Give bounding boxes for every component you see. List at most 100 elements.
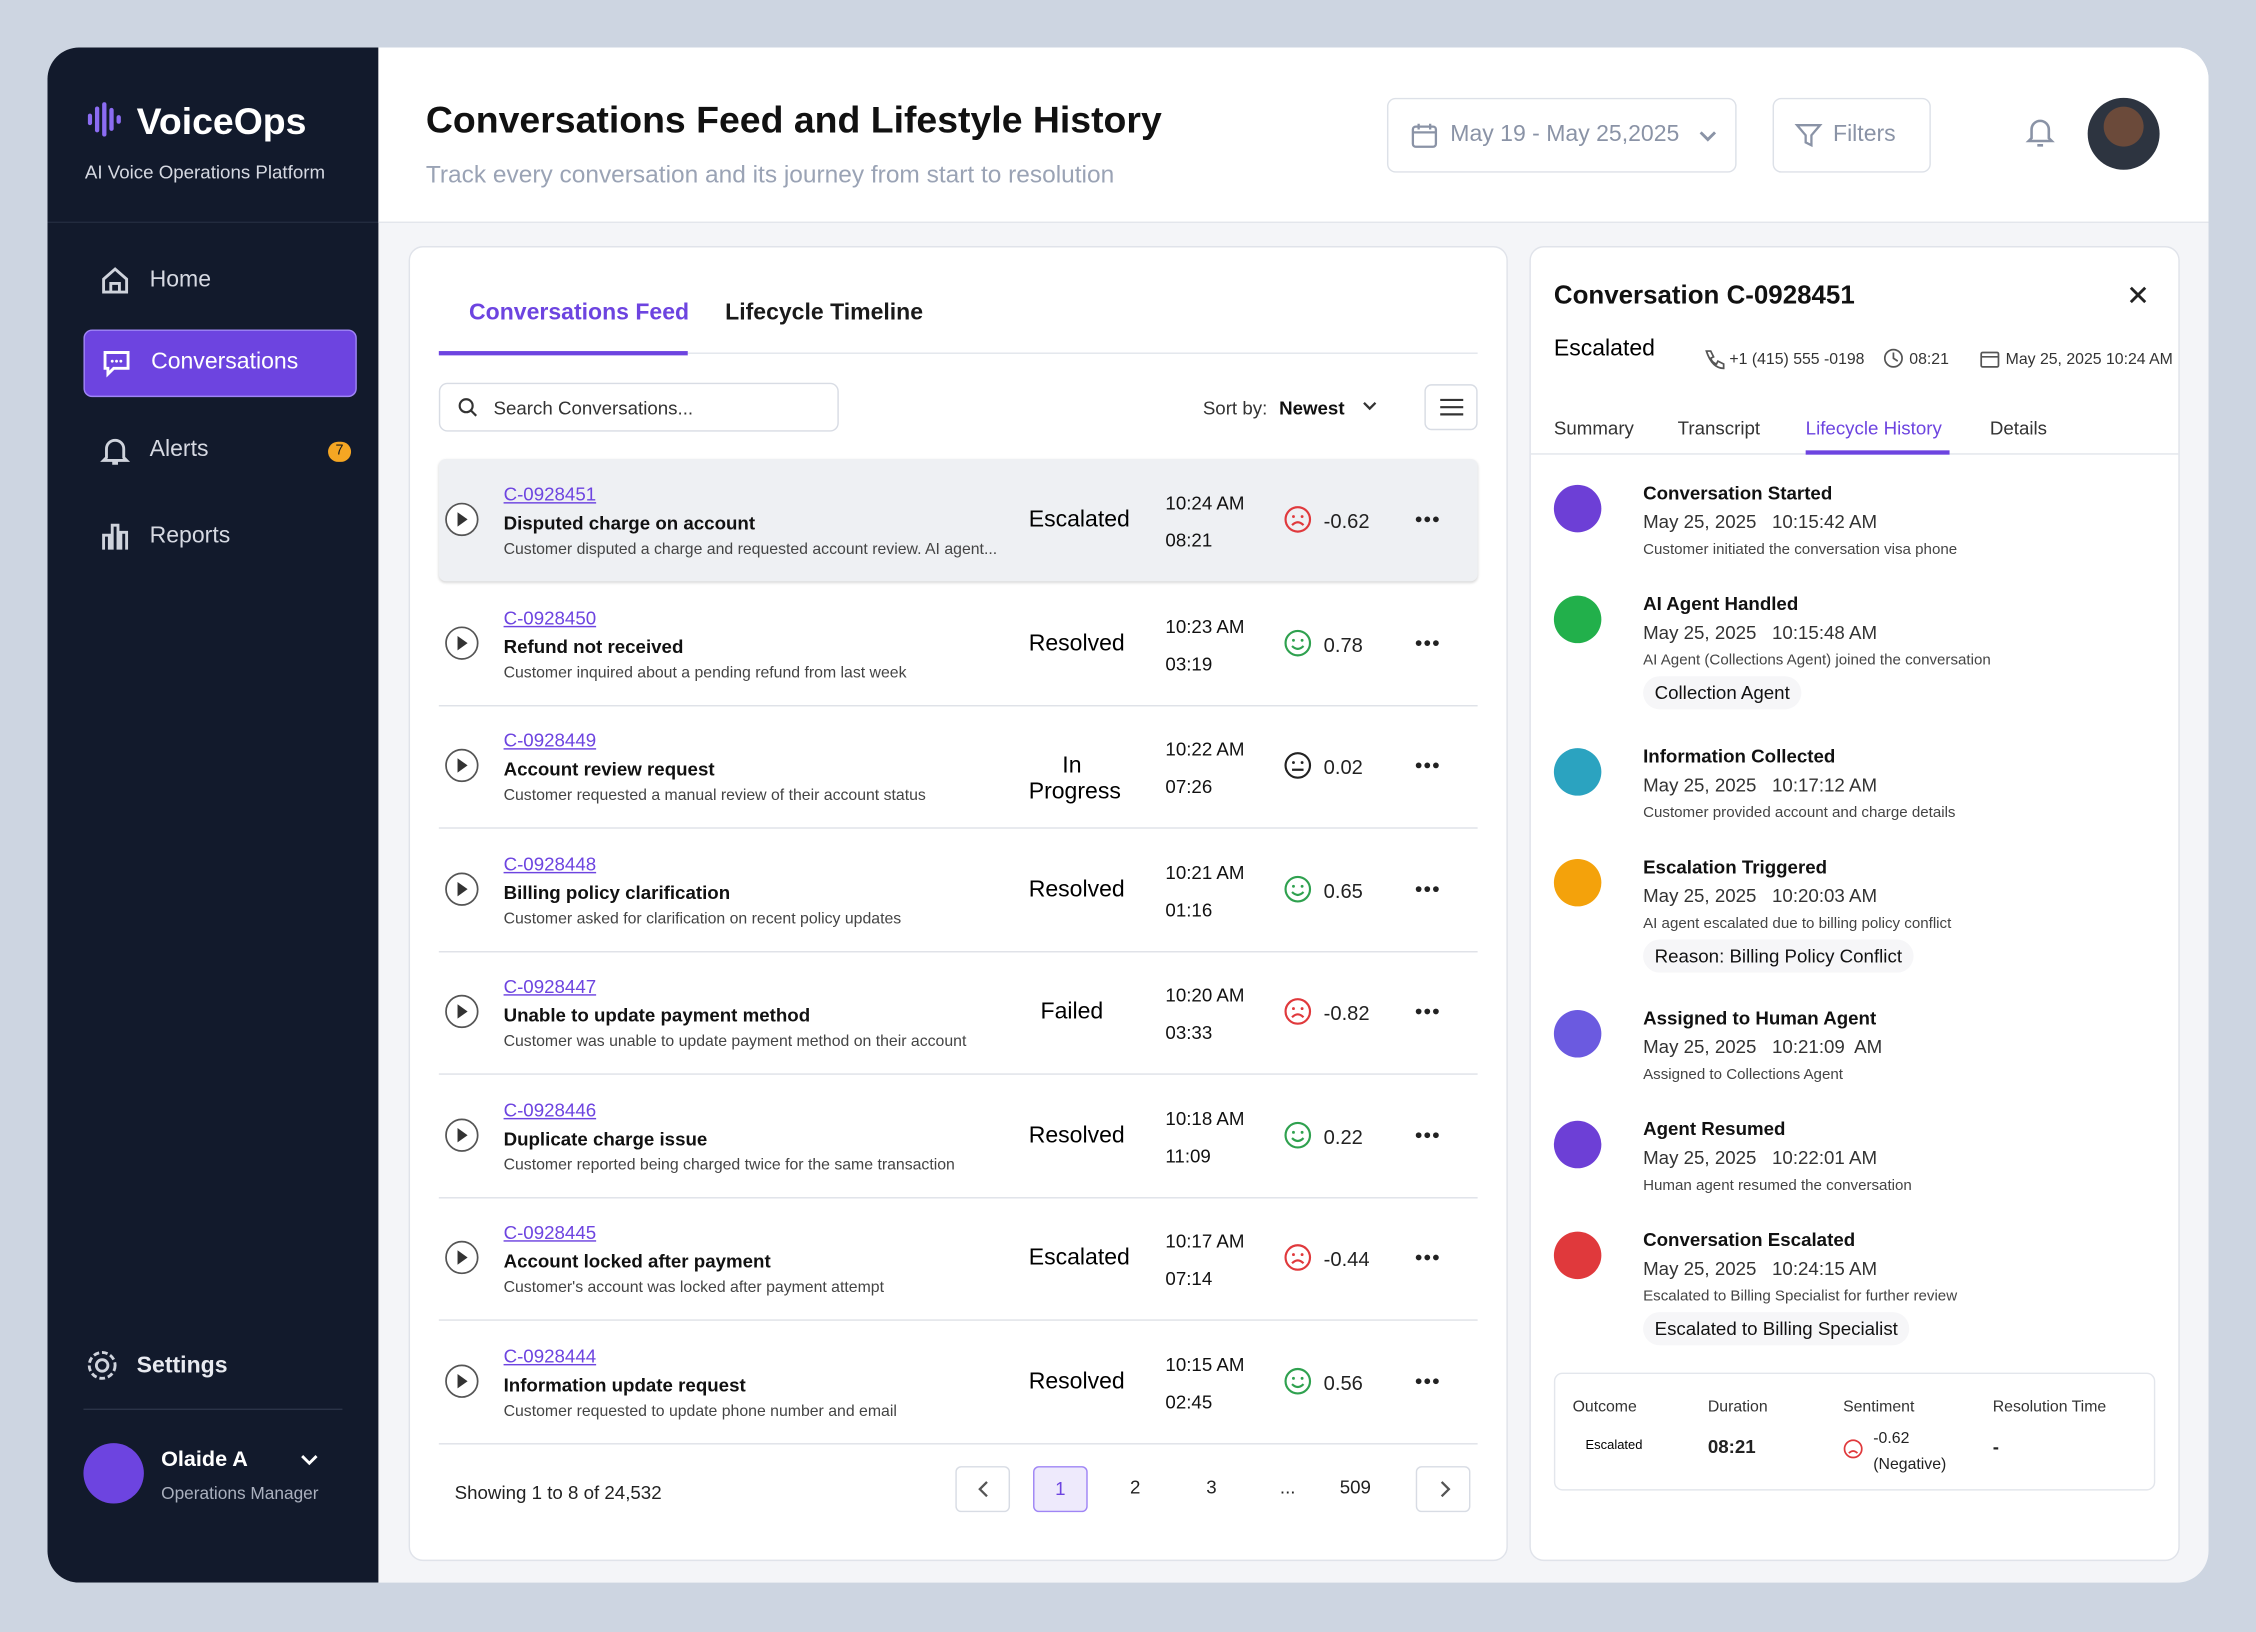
conversation-id[interactable]: C-0928447: [503, 975, 597, 998]
nav-item[interactable]: Alerts 7: [83, 419, 353, 484]
conversation-row[interactable]: C-0928448 Billing policy clarification Cus…: [438, 828, 1478, 952]
detail-tab[interactable]: Summary: [1553, 417, 1634, 439]
duration: 01:16: [1165, 898, 1213, 921]
conversation-desc: Customer asked for clarification on rece…: [503, 910, 902, 928]
conversation-title: Billing policy clarification: [503, 881, 731, 903]
detail-tab[interactable]: Transcript: [1677, 417, 1761, 439]
conversation-row[interactable]: C-0928450 Refund not received Customer inq…: [438, 582, 1478, 706]
sort-value[interactable]: Newest: [1279, 397, 1345, 419]
sentiment-face: [1284, 1121, 1312, 1148]
event-time: May 25, 2025 10:24:15 AM: [1643, 1257, 1878, 1280]
event-icon: [1553, 748, 1602, 796]
summary-note: (Negative): [1873, 1456, 1947, 1474]
page-number[interactable]: ...: [1279, 1476, 1296, 1498]
row-menu[interactable]: [1414, 754, 1440, 777]
row-menu[interactable]: [1414, 1000, 1440, 1023]
play-button[interactable]: [445, 1363, 480, 1398]
nav-item[interactable]: Home: [83, 249, 353, 314]
conversation-row[interactable]: C-0928446 Duplicate charge issue Customer …: [438, 1074, 1478, 1198]
summary-value pill Escalated: Escalated: [1585, 1437, 1643, 1452]
sentiment-face: [1843, 1439, 1863, 1459]
summary-label: Resolution Time: [1992, 1398, 2107, 1416]
date-range[interactable]: May 19 - May 25,2025: [1386, 97, 1737, 173]
summary-value: -0.62: [1873, 1430, 1910, 1448]
row-menu[interactable]: [1414, 508, 1440, 531]
summary-box: Outcome Escalated Duration 08:21 Sentiment -0…: [1553, 1372, 2156, 1491]
nav-icon: [100, 438, 131, 465]
conversation-desc: Customer requested a manual review of th…: [503, 787, 926, 805]
view-toggle[interactable]: [1424, 384, 1478, 431]
duration: 03:19: [1165, 652, 1213, 675]
start-time: 10:20 AM: [1165, 984, 1245, 1006]
conversation-id[interactable]: C-0928451: [503, 483, 597, 506]
close-button[interactable]: [2127, 283, 2150, 306]
conversation-row[interactable]: C-0928449 Account review request Customer …: [438, 705, 1478, 829]
detail-card: Conversation C-0928451 Escalated +1 (415) …: [1529, 246, 2180, 1562]
play-button[interactable]: [445, 1117, 480, 1152]
conversation-desc: Customer reported being charged twice fo…: [503, 1156, 955, 1174]
page-next[interactable]: [1415, 1466, 1471, 1513]
start-time: 10:22 AM: [1165, 738, 1245, 760]
divider: [47, 221, 379, 224]
summary-label: Outcome: [1572, 1398, 1637, 1416]
sentiment-score: -0.82: [1323, 1001, 1370, 1025]
nav-label: Reports: [149, 523, 231, 549]
feed-tab[interactable]: Lifecycle Timeline: [725, 300, 924, 326]
duration: 02:45: [1165, 1390, 1213, 1413]
event-desc: Human agent resumed the conversation: [1643, 1176, 1912, 1195]
conversation-title: Account locked after payment: [503, 1250, 771, 1272]
play-button[interactable]: [445, 994, 480, 1029]
datetime: May 25, 2025 10:24 AM: [2005, 351, 2173, 369]
play-button[interactable]: [445, 871, 480, 906]
conversation-row[interactable]: C-0928445 Account locked after payment Cus…: [438, 1197, 1478, 1321]
feed-card: Conversations Feed Lifecycle Timeline Sear…: [408, 246, 1508, 1562]
play-button[interactable]: [445, 748, 480, 783]
event-time: May 25, 2025 10:21:09 AM: [1643, 1035, 1883, 1058]
conversation-id[interactable]: C-0928444: [503, 1344, 597, 1367]
page-number[interactable]: 1: [1033, 1466, 1088, 1513]
brand-tagline: AI Voice Operations Platform: [84, 161, 326, 183]
page-subtitle: Track every conversation and its journey…: [425, 161, 1115, 189]
app-frame: VoiceOps AI Voice Operations Platform Home…: [47, 47, 2209, 1583]
conversation-id[interactable]: C-0928448: [503, 852, 597, 875]
page-number[interactable]: 509: [1339, 1476, 1371, 1498]
status-pill pill InProgress: In Progress: [1028, 753, 1121, 805]
calendar-icon: [1411, 123, 1438, 148]
page-number[interactable]: 3: [1206, 1476, 1217, 1498]
profile-avatar[interactable]: [2087, 97, 2160, 170]
search-box[interactable]: Search Conversations...: [438, 382, 839, 432]
conversation-row[interactable]: C-0928444 Information update request Custo…: [438, 1320, 1478, 1444]
row-menu[interactable]: [1414, 631, 1440, 654]
play-button[interactable]: [445, 502, 480, 537]
row-menu[interactable]: [1414, 1369, 1440, 1392]
bell-icon[interactable]: [2024, 115, 2059, 150]
event-tag: Reason: Billing Policy Conflict: [1643, 939, 1914, 973]
row-menu[interactable]: [1414, 1123, 1440, 1146]
sidebar: VoiceOps AI Voice Operations Platform Home…: [47, 47, 379, 1583]
nav-item[interactable]: Conversations: [83, 329, 357, 398]
filters-button[interactable]: Filters: [1772, 97, 1931, 173]
conversation-id[interactable]: C-0928450: [503, 606, 597, 629]
sentiment-score: 0.65: [1323, 878, 1363, 902]
play-button[interactable]: [445, 625, 480, 660]
page-prev[interactable]: [955, 1466, 1011, 1513]
conversation-row[interactable]: C-0928447 Unable to update payment method…: [438, 951, 1478, 1075]
event-desc: Escalated to Billing Specialist for furt…: [1643, 1287, 1958, 1305]
play-button[interactable]: [445, 1240, 480, 1275]
conversation-id[interactable]: C-0928445: [503, 1221, 597, 1244]
conversation-id[interactable]: C-0928446: [503, 1098, 597, 1121]
settings-label[interactable]: Settings: [136, 1353, 228, 1379]
user-menu-chevron[interactable]: [298, 1449, 321, 1472]
conversation-id[interactable]: C-0928449: [503, 729, 597, 752]
user-name: Olaide A: [161, 1447, 248, 1472]
feed-tab[interactable]: Conversations Feed: [469, 300, 690, 326]
nav-item[interactable]: Reports: [83, 505, 353, 570]
detail-tab[interactable]: Lifecycle History: [1805, 417, 1942, 439]
detail-tab[interactable]: Details: [1989, 417, 2048, 439]
sentiment-face: [1284, 506, 1312, 533]
conversation-row[interactable]: C-0928451 Disputed charge on account Custo…: [438, 458, 1478, 582]
row-menu[interactable]: [1414, 877, 1440, 900]
date-range-text: May 19 - May 25,2025: [1450, 122, 1680, 147]
row-menu[interactable]: [1414, 1246, 1440, 1269]
page-number[interactable]: 2: [1129, 1476, 1141, 1498]
